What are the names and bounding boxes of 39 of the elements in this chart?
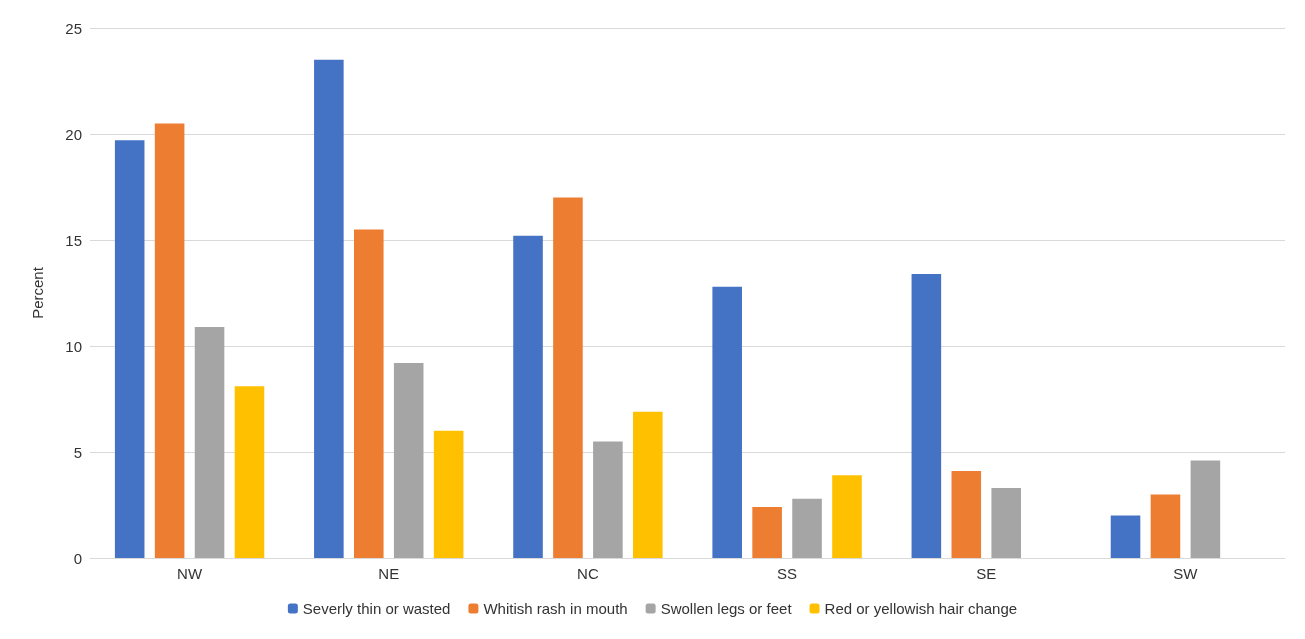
x-tick-label: NW: [177, 565, 203, 582]
bar: [1190, 460, 1221, 558]
legend-label: Severly thin or wasted: [302, 600, 451, 617]
bar: [991, 488, 1022, 558]
y-tick-label: 25: [65, 19, 82, 37]
legend-label: Swollen legs or feet: [660, 600, 793, 617]
y-axis-title: Percent: [29, 266, 46, 319]
bar: [433, 430, 464, 558]
legend-label: Whitish rash in mouth: [483, 600, 628, 617]
bar: [194, 326, 225, 558]
bar: [1150, 494, 1181, 558]
bar: [633, 411, 663, 558]
bar: [832, 475, 862, 558]
bar: [314, 59, 344, 558]
bar: [1110, 515, 1141, 558]
bar: [553, 197, 583, 558]
x-tick-label: NE: [378, 565, 400, 582]
bar: [114, 140, 145, 558]
bar: [792, 498, 822, 558]
bar: [234, 386, 265, 558]
legend-label: Red or yellowish hair change: [824, 600, 1018, 617]
bar: [752, 507, 782, 558]
y-tick-label: 5: [73, 443, 82, 461]
bar: [593, 441, 623, 558]
bar: [393, 362, 424, 558]
x-tick-label: SS: [777, 565, 798, 582]
y-tick-label: 0: [73, 549, 82, 567]
bar: [154, 123, 185, 558]
bar: [353, 229, 384, 558]
x-tick-label: NC: [577, 565, 599, 582]
y-tick-label: 20: [65, 125, 82, 143]
bar: [911, 273, 942, 558]
x-tick-label: SW: [1173, 565, 1199, 582]
x-tick-label: SE: [976, 565, 997, 582]
y-tick-label: 10: [65, 337, 82, 355]
bar: [513, 235, 543, 558]
bar: [712, 286, 742, 558]
bar: [951, 471, 982, 558]
y-tick-label: 15: [65, 231, 82, 249]
